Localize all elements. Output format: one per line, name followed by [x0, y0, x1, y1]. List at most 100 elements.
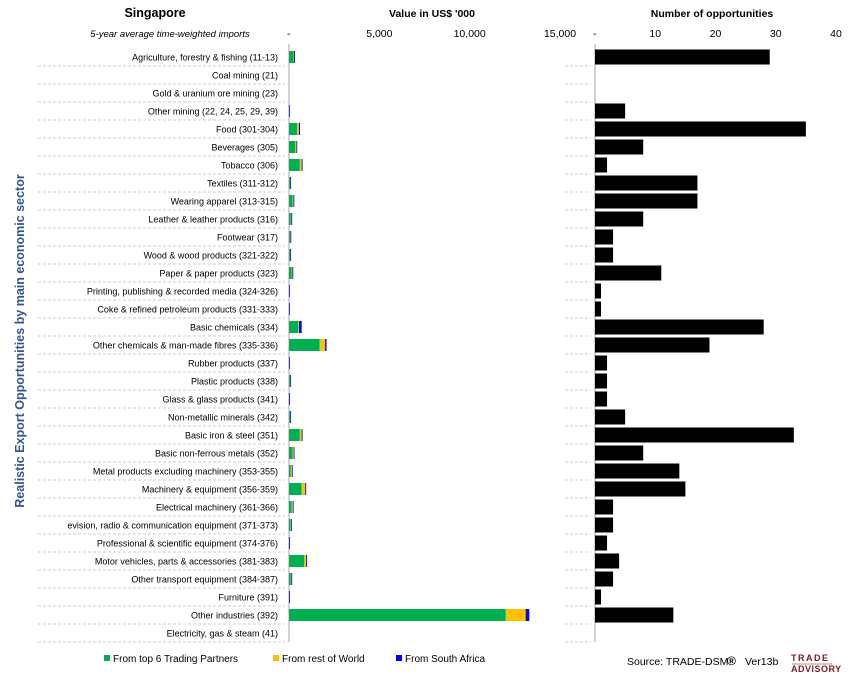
value-bar-segment	[289, 285, 290, 297]
category-label: Basic iron & steel (351)	[185, 431, 278, 441]
category-label: Professional & scientific equipment (374…	[97, 539, 278, 549]
value-bar-segment	[291, 501, 293, 513]
value-axis-tick-label: 5,000	[366, 28, 392, 40]
value-bar-segment	[319, 339, 326, 351]
value-bar-segment	[289, 375, 290, 387]
value-bar-segment	[293, 195, 295, 207]
y-axis-title: Realistic Export Opportunities by main e…	[13, 174, 27, 508]
opportunity-bar	[595, 373, 608, 389]
value-bar-segment	[525, 609, 530, 621]
legend-label-row: From rest of World	[282, 654, 365, 665]
category-label: Other mining (22, 24, 25, 29, 39)	[148, 107, 278, 117]
opportunities-axis-tick-label: -	[593, 28, 597, 40]
opportunity-bar	[595, 193, 698, 209]
category-label: Electricity, gas & steam (41)	[167, 629, 278, 639]
value-bar-segment	[290, 231, 292, 243]
opportunity-bar	[595, 319, 764, 335]
value-bar-segment	[291, 573, 293, 585]
category-label: Footwear (317)	[217, 233, 278, 243]
opportunities-axis-tick-label: 10	[649, 28, 661, 40]
value-bar-segment	[289, 501, 292, 513]
value-bar-segment	[289, 303, 290, 315]
category-labels: Agriculture, forestry & fishing (11-13) C…	[67, 53, 278, 639]
category-label: Basic chemicals (334)	[190, 323, 278, 333]
opportunity-bar	[595, 139, 644, 155]
value-bar-segment	[289, 195, 293, 207]
value-bar-segment	[289, 519, 291, 531]
value-bar-segment	[290, 519, 292, 531]
category-label: Coal mining (21)	[212, 71, 278, 81]
value-bar-segment	[292, 447, 294, 459]
value-bar-segment	[298, 321, 299, 333]
opportunity-bar	[595, 463, 680, 479]
source-note: Source: TRADE-DSM	[627, 656, 728, 668]
value-bar-segment	[289, 465, 291, 477]
value-bar-segment	[301, 483, 306, 495]
category-label: Wood & wood products (321-322)	[144, 251, 278, 261]
opportunities-axis-tick-label: 40	[830, 28, 842, 40]
value-bar-segment	[289, 141, 296, 153]
opportunity-bar	[595, 301, 602, 317]
category-label: Non-metallic minerals (342)	[168, 413, 278, 423]
legend-swatch-row	[273, 655, 279, 661]
category-label: Gold & uranium ore mining (23)	[152, 89, 278, 99]
category-label: Motor vehicles, parts & accessories (381…	[95, 557, 278, 567]
category-label: evision, radio & communication equipment…	[67, 521, 278, 531]
category-label: Beverages (305)	[211, 143, 278, 153]
value-bar-segment	[304, 555, 307, 567]
value-bar-segment	[299, 429, 302, 441]
value-bar-segment	[289, 591, 290, 603]
value-bar-segment	[289, 177, 290, 189]
logo-text-trade: TRADE	[791, 653, 830, 663]
value-bar-segment	[290, 573, 292, 585]
opportunity-bar	[595, 535, 608, 551]
value-bar-segment	[301, 429, 303, 441]
value-bar-segment	[292, 195, 294, 207]
category-label: Plastic products (338)	[191, 377, 278, 387]
value-bar-segment	[289, 213, 291, 225]
value-bar-segment	[306, 555, 308, 567]
category-label: Metal products excluding machinery (353-…	[93, 467, 278, 477]
category-label: Rubber products (337)	[188, 359, 278, 369]
category-label: Electrical machinery (361-366)	[156, 503, 278, 513]
category-label: Basic non-ferrous metals (352)	[155, 449, 278, 459]
logo-text-advisory: ADVISORY	[791, 664, 842, 674]
opportunity-bar	[595, 121, 806, 137]
value-bar-segment	[305, 483, 307, 495]
value-bar-segment	[289, 609, 506, 621]
value-bar-segment	[294, 51, 295, 63]
value-bar-segment	[289, 483, 302, 495]
category-label: Leather & leather products (316)	[148, 215, 278, 225]
opportunities-axis: - 10 20 30 40	[593, 28, 842, 642]
value-axis: - 5,000 10,000 15,000	[287, 28, 576, 642]
value-bar-segment	[290, 177, 292, 189]
value-bar-segment	[290, 375, 292, 387]
value-bar-segment	[291, 213, 293, 225]
legend-label-sa: From South Africa	[405, 654, 485, 665]
value-bar-segment	[291, 267, 293, 279]
value-bar-segment	[293, 51, 295, 63]
opportunity-bar	[595, 517, 614, 533]
category-label: Agriculture, forestry & fishing (11-13)	[132, 53, 278, 63]
value-bar-segment	[296, 141, 298, 153]
value-axis-tick-label: 15,000	[544, 28, 576, 40]
value-bar-segment	[289, 555, 305, 567]
value-bar-segment	[289, 537, 290, 549]
row-dividers	[38, 65, 591, 643]
value-bar-segment	[301, 159, 303, 171]
opportunity-bar	[595, 103, 626, 119]
opportunity-bar	[595, 427, 794, 443]
category-label: Glass & glass products (341)	[162, 395, 278, 405]
opportunity-bar	[595, 229, 614, 245]
value-bar-segment	[325, 339, 327, 351]
opportunity-bar	[595, 175, 698, 191]
legend-swatch-top6	[104, 655, 110, 661]
value-bar-segment	[290, 249, 292, 261]
category-label: Textiles (311-312)	[207, 179, 278, 189]
opportunity-bar	[595, 571, 614, 587]
opportunity-bar	[595, 211, 644, 227]
category-label: Other transport equipment (384-387)	[131, 575, 278, 585]
opportunity-bar	[595, 499, 614, 515]
value-bar-segment	[289, 411, 290, 423]
